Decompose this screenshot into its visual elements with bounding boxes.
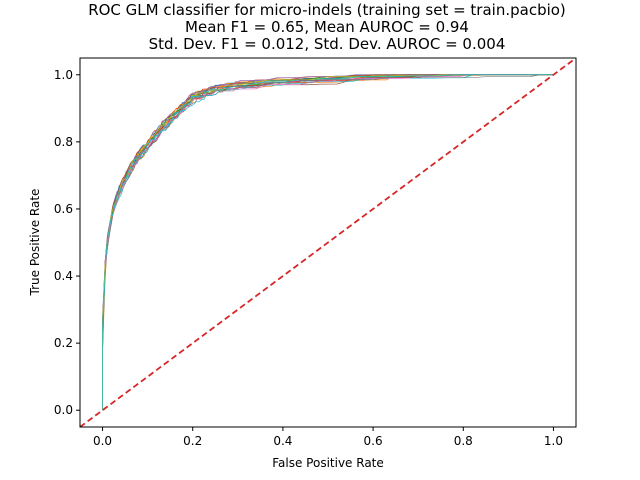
roc-fold-curve (102, 74, 554, 411)
title-line-3: Std. Dev. F1 = 0.012, Std. Dev. AUROC = … (149, 35, 506, 53)
y-tick-label: 1.0 (54, 68, 73, 82)
y-axis-label: True Positive Rate (28, 189, 42, 297)
y-tick-label: 0.4 (54, 269, 73, 283)
y-tick-label: 0.0 (54, 403, 73, 417)
y-tick-label: 0.2 (54, 336, 73, 350)
y-tick-label: 0.6 (54, 202, 73, 216)
title-line-1: ROC GLM classifier for micro-indels (tra… (88, 1, 566, 19)
x-tick-label: 0.0 (93, 434, 112, 448)
x-tick-label: 0.6 (364, 434, 383, 448)
y-tick-label: 0.8 (54, 135, 73, 149)
x-tick-label: 1.0 (544, 434, 563, 448)
x-axis-label: False Positive Rate (272, 456, 384, 470)
chart-title: ROC GLM classifier for micro-indels (tra… (88, 1, 566, 53)
roc-fold-curve (102, 74, 554, 411)
x-axis-ticks: 0.0 0.2 0.4 0.6 0.8 1.0 (93, 427, 563, 448)
chance-diagonal (80, 58, 576, 427)
x-tick-label: 0.2 (183, 434, 202, 448)
roc-curves (102, 74, 554, 411)
x-tick-label: 0.4 (273, 434, 292, 448)
plot-frame (79, 57, 577, 428)
title-line-2: Mean F1 = 0.65, Mean AUROC = 0.94 (185, 18, 469, 36)
x-tick-label: 0.8 (454, 434, 473, 448)
roc-fold-curve (102, 74, 554, 411)
y-axis-ticks: 0.0 0.2 0.4 0.6 0.8 1.0 (54, 68, 80, 417)
roc-fold-curve (102, 74, 554, 411)
